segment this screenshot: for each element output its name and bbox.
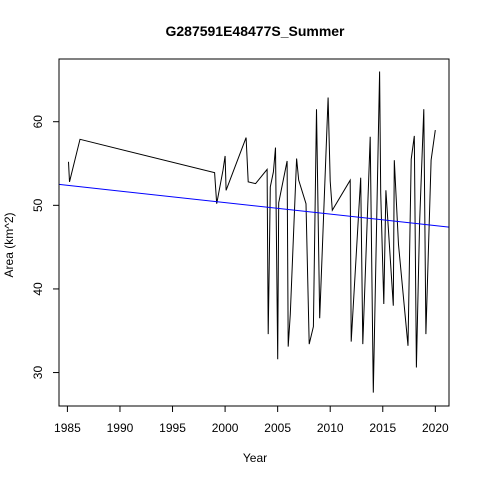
series-line-area [68,71,436,393]
y-axis-label: Area (km^2) [2,213,16,278]
y-tick-label: 50 [31,198,45,212]
x-tick-label: 2010 [317,421,344,435]
y-tick-label: 30 [31,366,45,380]
x-tick-label: 2005 [264,421,291,435]
x-tick-label: 1995 [159,421,186,435]
y-tick-label: 40 [31,282,45,296]
chart-title: G287591E48477S_Summer [165,23,345,39]
x-axis-label: Year [243,451,267,465]
x-tick-label: 2015 [369,421,396,435]
trend-line [58,183,450,228]
plot-area [58,71,450,393]
x-tick-label: 2000 [212,421,239,435]
y-tick-label: 60 [31,115,45,129]
x-tick-label: 1985 [54,421,81,435]
x-tick-label: 1990 [107,421,134,435]
x-tick-label: 2020 [422,421,449,435]
axis-ticks: 1985 1990 1995 2000 2005 2010 2015 2020 30 40 50 60 [31,115,449,435]
plot-frame [58,58,450,407]
